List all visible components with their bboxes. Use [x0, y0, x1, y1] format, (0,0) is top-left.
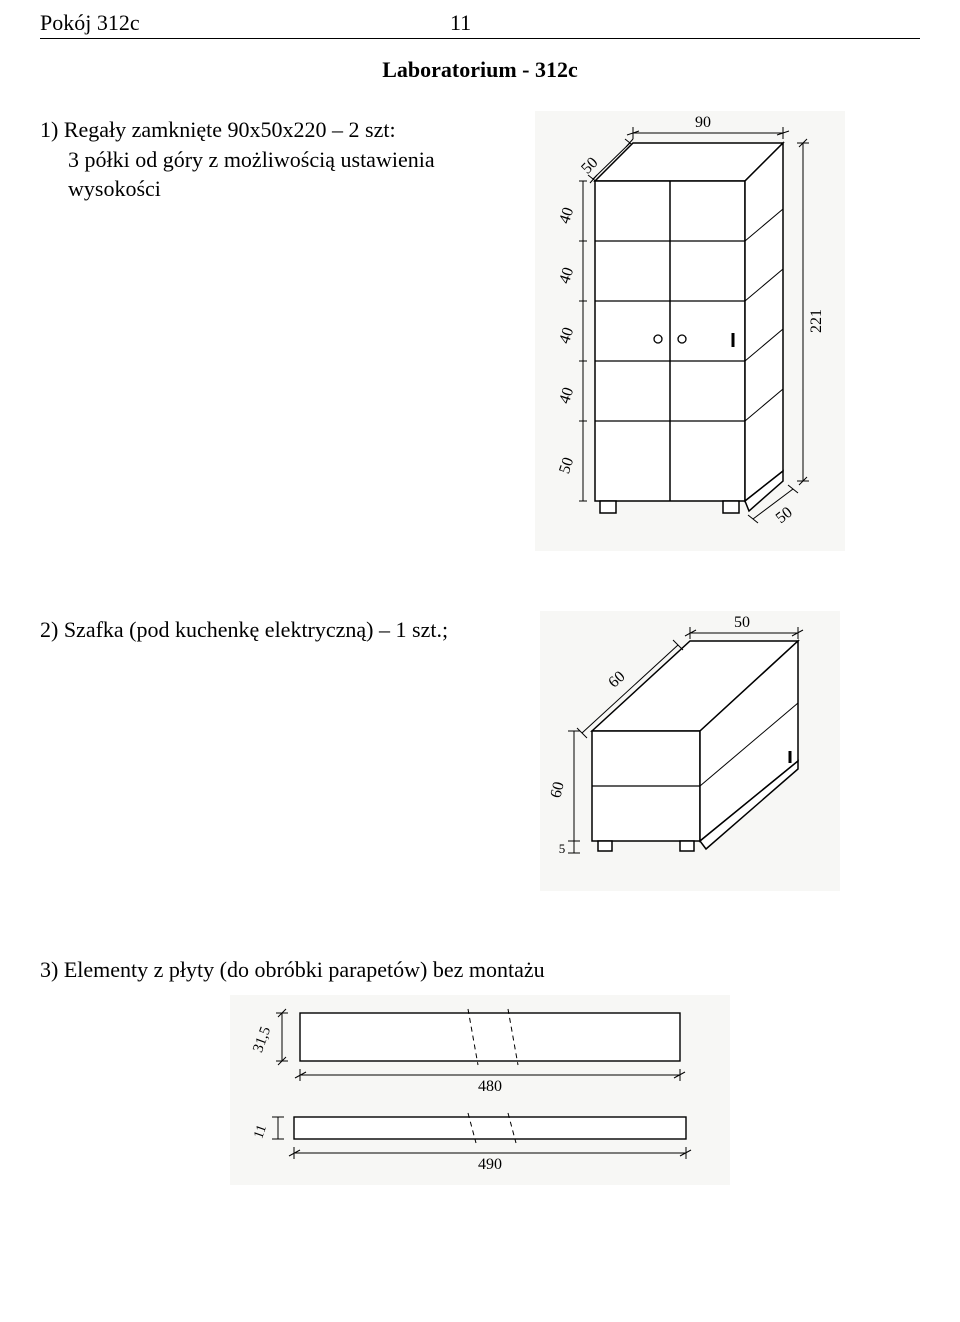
dim-height: 221 [808, 309, 825, 333]
header-rule [40, 38, 920, 39]
dim-width-top: 90 [695, 114, 711, 131]
item-3-figure: 31,5 480 [40, 995, 920, 1185]
item-3-line1: 3) Elementy z płyty (do obróbki parapetó… [40, 955, 920, 985]
page-number: 11 [450, 10, 471, 36]
item-3: 3) Elementy z płyty (do obróbki parapetó… [40, 951, 920, 1185]
item-1-line2: 3 półki od góry z możliwością ustawienia… [40, 145, 460, 204]
cabinet-drawing-1: 90 50 [535, 111, 845, 551]
item-3-text: 3) Elementy z płyty (do obróbki parapetó… [40, 951, 920, 985]
item-1-line1: 1) Regały zamknięte 90x50x220 – 2 szt: [40, 115, 460, 145]
item-1-figure: 90 50 [460, 111, 920, 551]
dim-width-2: 50 [734, 614, 750, 631]
page-title: Laboratorium - 312c [40, 57, 920, 83]
dim-plate2-w: 490 [478, 1156, 502, 1173]
item-2-line1: 2) Szafka (pod kuchenkę elektryczną) – 1… [40, 615, 460, 645]
item-1-text: 1) Regały zamknięte 90x50x220 – 2 szt: 3… [40, 111, 460, 204]
room-label: Pokój 312c [40, 10, 450, 36]
plates-drawing: 31,5 480 [230, 995, 730, 1185]
cabinet-drawing-2: 50 [540, 611, 840, 891]
dim-plate1-w: 480 [478, 1078, 502, 1095]
page-header: Pokój 312c 11 [40, 10, 920, 38]
item-1: 1) Regały zamknięte 90x50x220 – 2 szt: 3… [40, 111, 920, 551]
item-2-text: 2) Szafka (pod kuchenkę elektryczną) – 1… [40, 611, 460, 645]
dim-foot-2: 5 [559, 841, 566, 856]
page-root: Pokój 312c 11 Laboratorium - 312c 1) Reg… [0, 0, 960, 1225]
item-2: 2) Szafka (pod kuchenkę elektryczną) – 1… [40, 611, 920, 891]
item-2-figure: 50 [460, 611, 920, 891]
